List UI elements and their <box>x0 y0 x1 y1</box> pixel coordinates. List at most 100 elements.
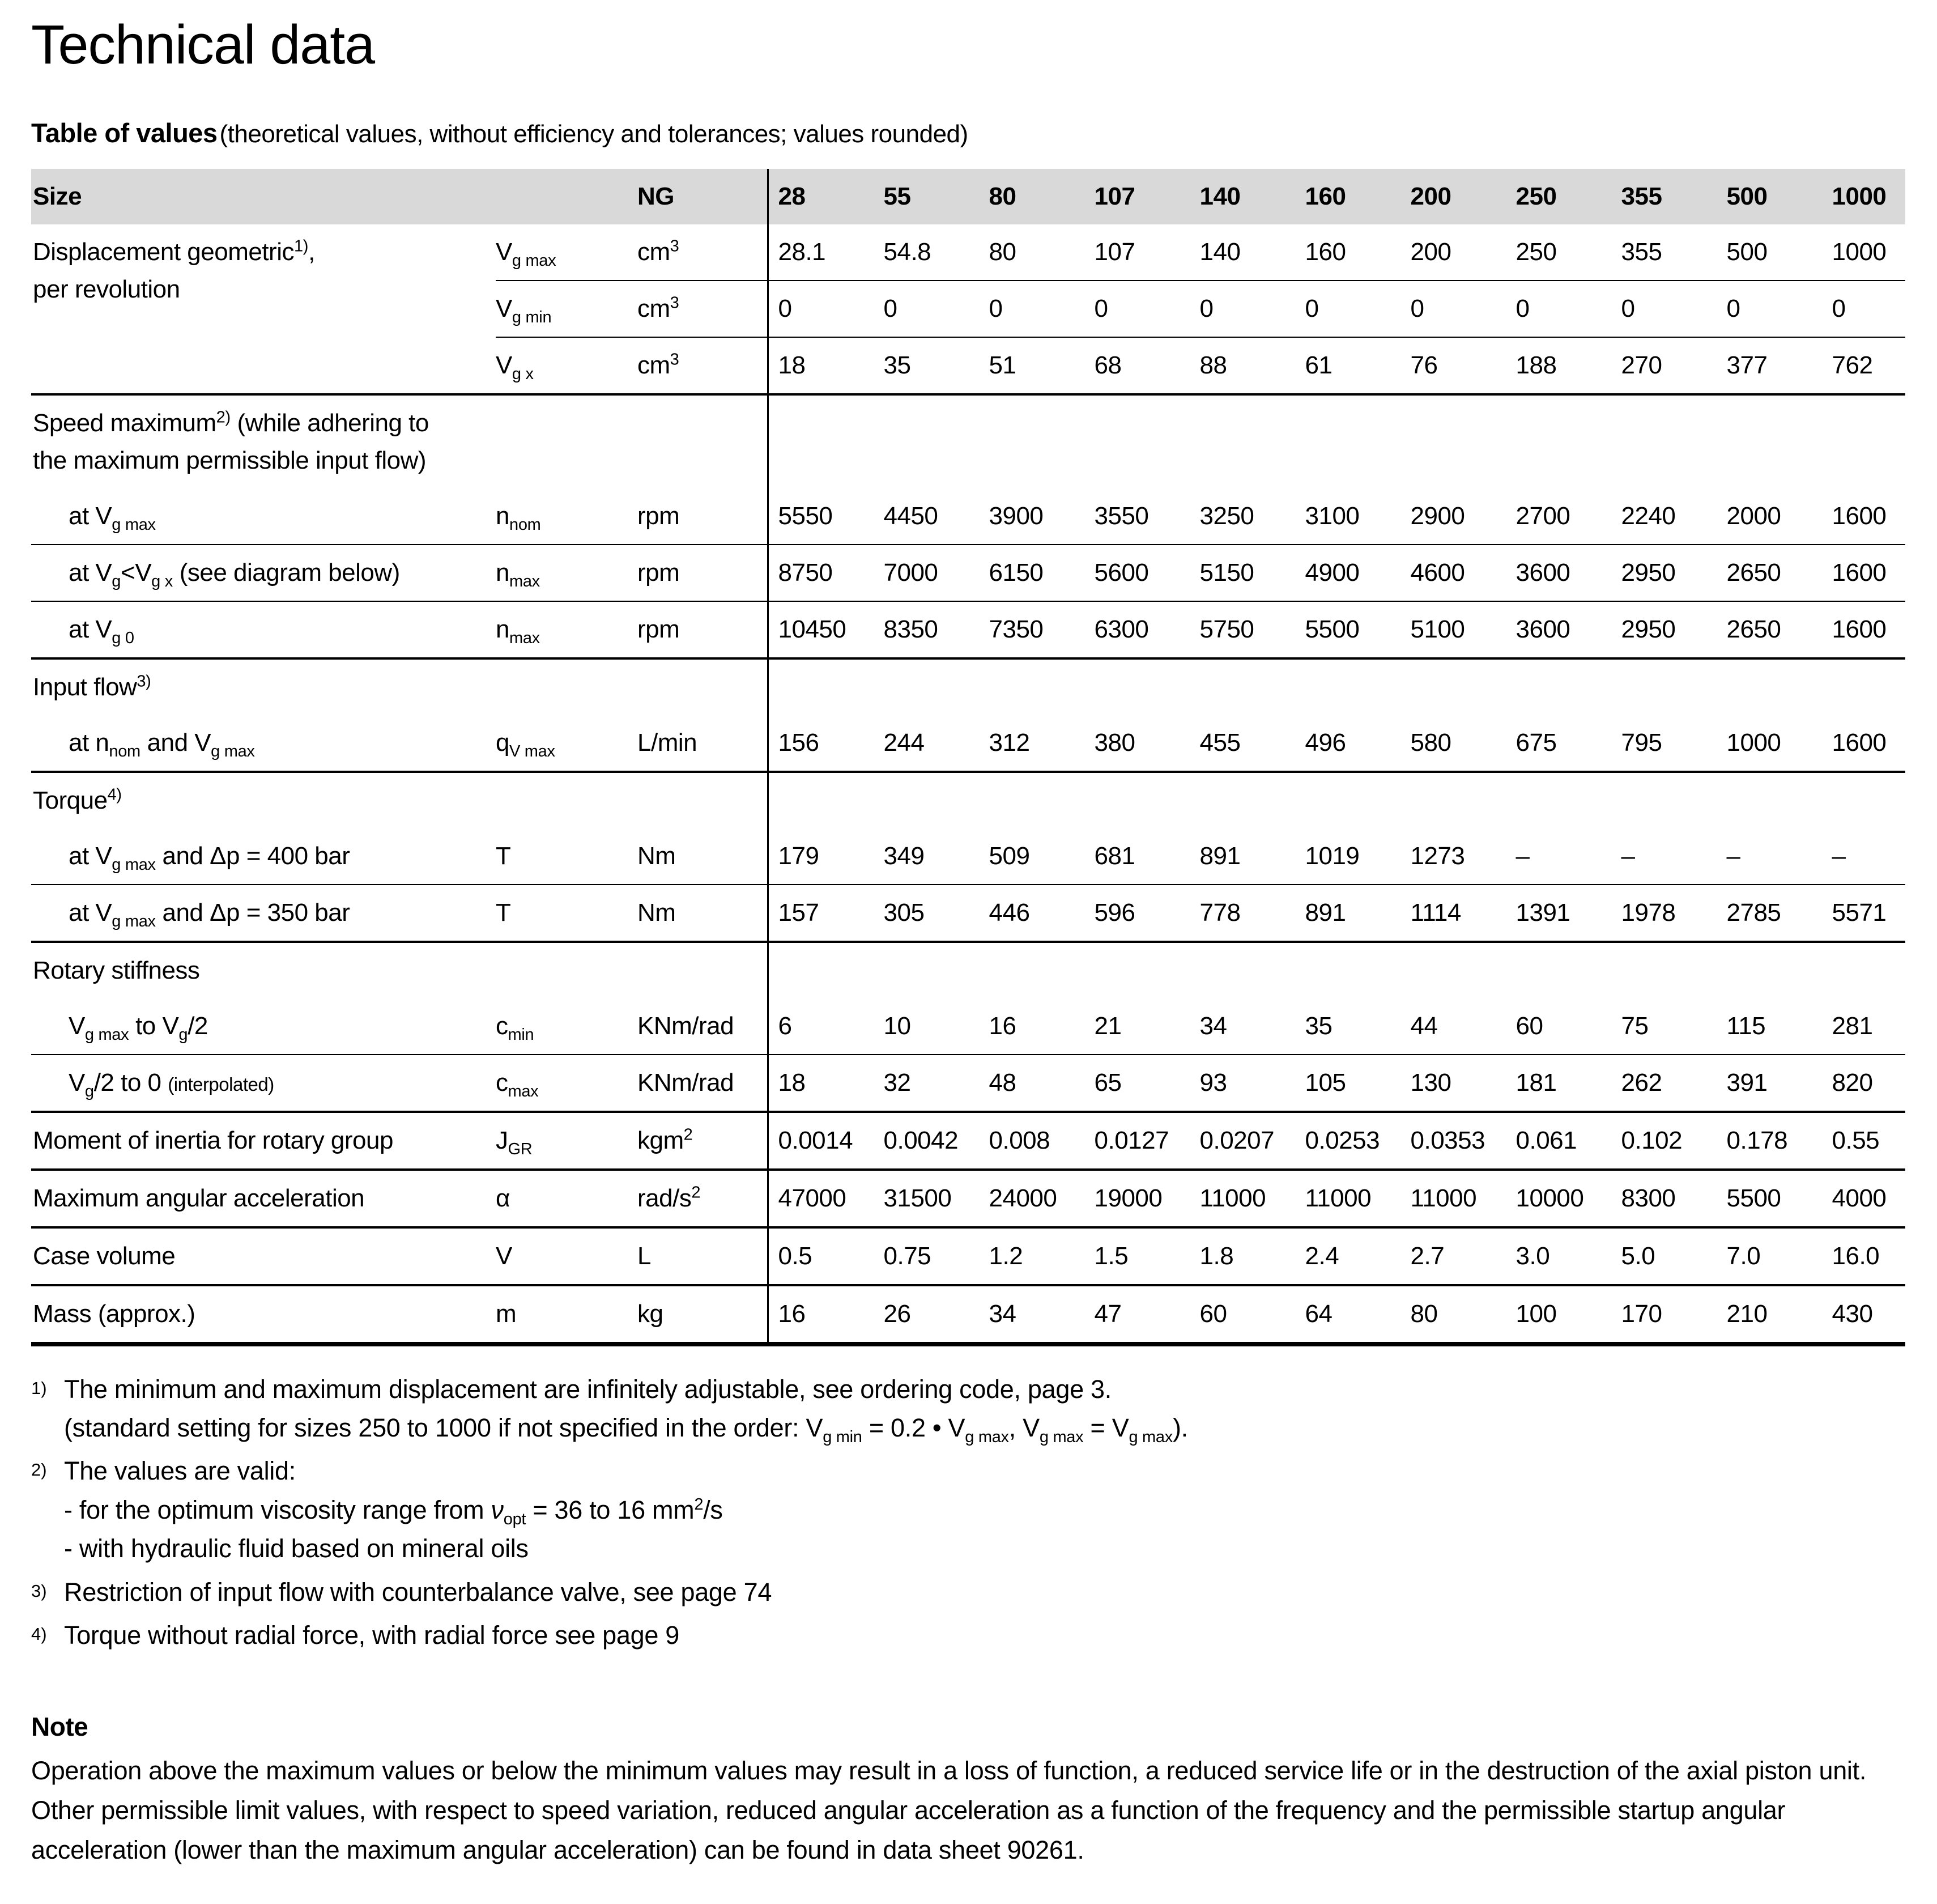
value-cell: 10000 <box>1516 1180 1621 1217</box>
value-cell: 0.102 <box>1621 1122 1727 1159</box>
value-cell: 80 <box>989 178 1095 215</box>
value-cell: 179 <box>778 838 884 875</box>
value-cell: – <box>1727 838 1832 875</box>
value-cell: 68 <box>1095 347 1200 384</box>
value-cell: 107 <box>1095 178 1200 215</box>
value-cell: 157 <box>778 894 884 932</box>
row-symbol: T <box>496 828 637 885</box>
row-symbol: T <box>496 885 637 942</box>
value-cell: 188 <box>1516 347 1621 384</box>
table-row-displacement-vgmax: Displacement geometric1),per revolution … <box>31 224 1905 280</box>
value-cell: 19000 <box>1095 1180 1200 1217</box>
value-cell: 0.178 <box>1727 1122 1832 1159</box>
row-label: Moment of inertia for rotary group <box>31 1112 496 1170</box>
value-cell: 2950 <box>1621 611 1727 648</box>
row-symbol: JGR <box>496 1112 637 1170</box>
value-cell: 55 <box>884 178 989 215</box>
value-cell: 0.0253 <box>1305 1122 1411 1159</box>
row-symbol: Vg max <box>496 224 637 280</box>
value-cell: 2240 <box>1621 498 1727 535</box>
value-cell: 160 <box>1305 178 1411 215</box>
value-cell: 105 <box>1305 1064 1411 1102</box>
value-cell: 3100 <box>1305 498 1411 535</box>
value-cell: 28 <box>778 178 884 215</box>
value-cell: 10 <box>884 1008 989 1045</box>
value-cell: 93 <box>1200 1064 1305 1102</box>
row-symbol: α <box>496 1170 637 1227</box>
value-cell: 80 <box>1411 1295 1516 1333</box>
value-cell: 2650 <box>1727 611 1832 648</box>
section-empty-values <box>768 772 1905 828</box>
value-cell: 250 <box>1516 233 1621 271</box>
value-cell: 0 <box>1621 290 1727 328</box>
value-cell: 32 <box>884 1064 989 1102</box>
value-cell: 2.7 <box>1411 1238 1516 1275</box>
value-cell: 1000 <box>1727 724 1832 762</box>
value-cell: 2785 <box>1727 894 1832 932</box>
value-cell: 0 <box>989 290 1095 328</box>
row-unit: KNm/rad <box>637 1055 768 1112</box>
value-cell: 281 <box>1832 1008 1937 1045</box>
value-cell: 0 <box>1305 290 1411 328</box>
value-cell: 0 <box>1832 290 1937 328</box>
value-cell: 18 <box>778 347 884 384</box>
row-unit: cm3 <box>637 337 768 394</box>
value-cell: 500 <box>1727 178 1832 215</box>
value-cell: 156 <box>778 724 884 762</box>
value-cell: 1273 <box>1411 838 1516 875</box>
section-row-torque: Torque4) <box>31 772 1905 828</box>
value-cell: 0.55 <box>1832 1122 1937 1159</box>
value-cell: 0 <box>778 290 884 328</box>
value-cell: 355 <box>1621 178 1727 215</box>
value-cell: 1600 <box>1832 498 1937 535</box>
row-unit: L/min <box>637 715 768 772</box>
row-label: Mass (approx.) <box>31 1285 496 1344</box>
value-cell: 262 <box>1621 1064 1727 1102</box>
row-unit: Nm <box>637 885 768 942</box>
value-cell: 820 <box>1832 1064 1937 1102</box>
value-cell: 26 <box>884 1295 989 1333</box>
value-cell: 200 <box>1411 233 1516 271</box>
value-cell: 0.008 <box>989 1122 1095 1159</box>
value-cell: 4900 <box>1305 554 1411 592</box>
value-cell: 200 <box>1411 178 1516 215</box>
value-cell: 5600 <box>1095 554 1200 592</box>
row-label: at Vg max and Δp = 400 bar <box>31 828 496 885</box>
value-cell: 681 <box>1095 838 1200 875</box>
value-cell: 18 <box>778 1064 884 1102</box>
row-label: Displacement geometric1),per revolution <box>31 224 496 394</box>
section-row-rotary-stiffness: Rotary stiffness <box>31 942 1905 998</box>
row-symbol: nmax <box>496 545 637 601</box>
footnote-4: 4) Torque without radial force, with rad… <box>31 1616 1905 1655</box>
value-cell: 2700 <box>1516 498 1621 535</box>
footnote-1: 1) The minimum and maximum displacement … <box>31 1370 1905 1448</box>
value-cell: 3600 <box>1516 611 1621 648</box>
value-cell: 1600 <box>1832 554 1937 592</box>
value-cell: 1600 <box>1832 724 1937 762</box>
section-label: Rotary stiffness <box>31 942 768 998</box>
value-cell: 5750 <box>1200 611 1305 648</box>
row-symbol: cmin <box>496 998 637 1055</box>
value-cell: 580 <box>1411 724 1516 762</box>
value-cell: 250 <box>1516 178 1621 215</box>
value-cell: 4450 <box>884 498 989 535</box>
row-unit: cm3 <box>637 224 768 280</box>
value-cell: 51 <box>989 347 1095 384</box>
value-cell: 596 <box>1095 894 1200 932</box>
value-cell: 4600 <box>1411 554 1516 592</box>
row-symbol: m <box>496 1285 637 1344</box>
footnote-2: 2) The values are valid:- for the optimu… <box>31 1452 1905 1568</box>
row-unit: cm3 <box>637 280 768 337</box>
table-of-values-heading: Table of values (theoretical values, wit… <box>31 117 1905 148</box>
value-cell: 1019 <box>1305 838 1411 875</box>
